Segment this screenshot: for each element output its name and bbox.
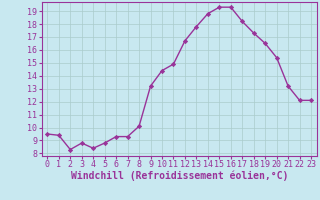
X-axis label: Windchill (Refroidissement éolien,°C): Windchill (Refroidissement éolien,°C) — [70, 171, 288, 181]
